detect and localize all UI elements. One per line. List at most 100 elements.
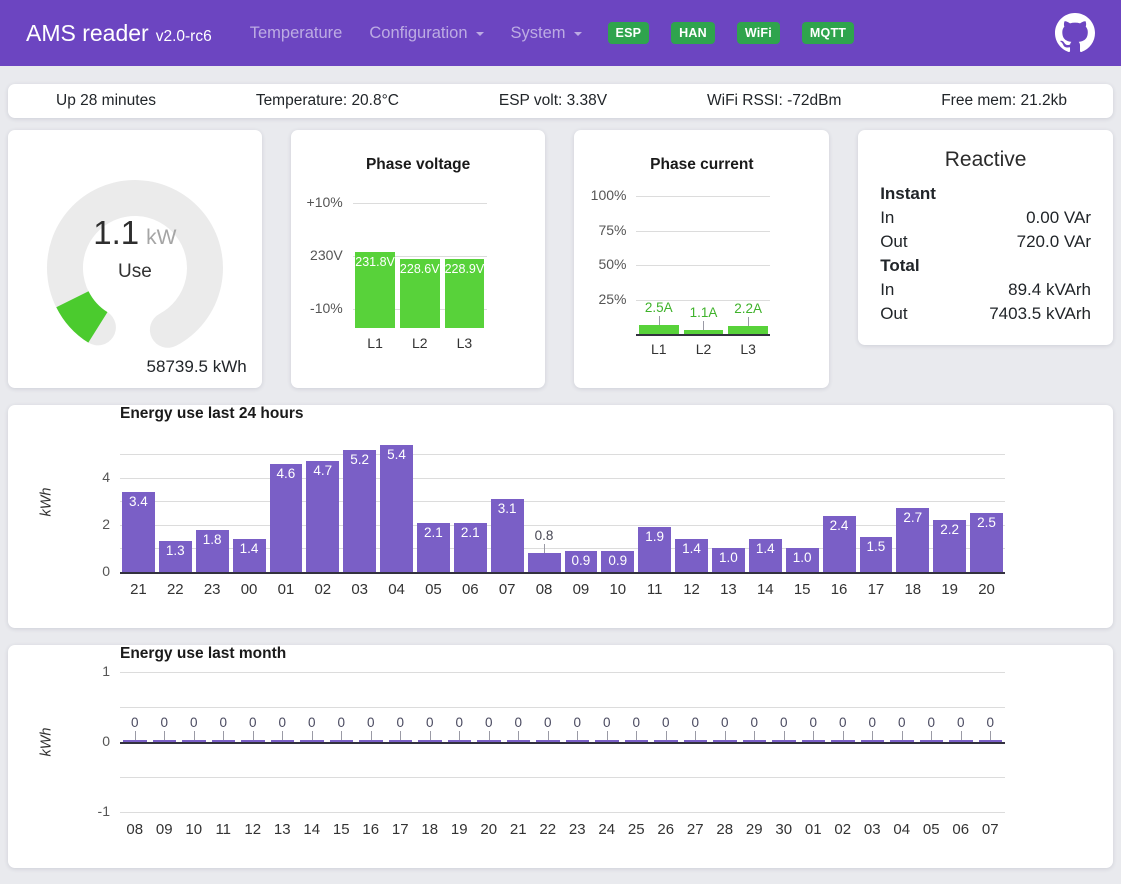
bar-slot: 228.9VL3	[442, 196, 487, 328]
label-connector	[607, 731, 608, 740]
bar-slot: 3.107	[489, 432, 526, 572]
reactive-section-instant: Instant	[880, 182, 936, 206]
bar-14: 1.4	[749, 539, 782, 572]
bar-slot: 2.520	[968, 432, 1005, 572]
bar-L3	[728, 326, 768, 334]
label-connector	[695, 731, 696, 740]
phase-voltage-title: Phase voltage	[291, 130, 546, 174]
energy-24h-card: Energy use last 24 hours 420kWh3.4211.32…	[8, 405, 1113, 628]
bar-22: 1.3	[159, 541, 192, 572]
bar-slot: 5.404	[378, 432, 415, 572]
energy-month-title: Energy use last month	[120, 645, 1113, 663]
nav-system[interactable]: System	[511, 24, 582, 43]
bar-value-label: 2.7	[892, 510, 933, 525]
temperature-text: Temperature: 20.8°C	[256, 92, 399, 110]
bar-value-label: 0	[964, 715, 1018, 730]
app-brand[interactable]: AMS reader v2.0-rc6	[26, 20, 212, 47]
reactive-row: Out 720.0 VAr	[880, 230, 1091, 254]
y-axis-label: kWh	[39, 488, 55, 517]
x-axis-line	[120, 572, 1005, 574]
y-axis-tick: 0	[66, 563, 110, 579]
bar-slot: 1.517	[858, 432, 895, 572]
bar-slot: 1.823	[194, 432, 231, 572]
github-link[interactable]	[1055, 13, 1095, 53]
power-unit: kW	[146, 226, 176, 249]
y-axis-tick: 50%	[582, 256, 626, 272]
label-connector	[725, 731, 726, 740]
bar-value-label: 231.8V	[351, 255, 399, 269]
bar-value-label: 1.4	[671, 541, 712, 556]
gridline	[120, 812, 1005, 813]
reactive-card: Reactive Instant In 0.00 VAr Out 720.0 V…	[858, 130, 1113, 345]
bar-slot: 5.203	[341, 432, 378, 572]
reactive-row: In 89.4 kVArh	[880, 278, 1091, 302]
label-connector	[253, 731, 254, 740]
x-axis-label: L3	[716, 341, 781, 357]
bar-value-label: 2.2A	[714, 301, 783, 316]
phase-current-chart: 100%75%50%25%2.5AL11.1AL22.2AL3	[574, 196, 829, 334]
esp-volt-text: ESP volt: 3.38V	[499, 92, 607, 110]
bar-15: 1.0	[786, 548, 819, 572]
bar-03: 5.2	[343, 450, 376, 572]
bar-slot: 1.015	[784, 432, 821, 572]
label-connector	[636, 731, 637, 740]
energy-24h-title: Energy use last 24 hours	[120, 405, 1113, 423]
y-axis-tick: 100%	[582, 187, 626, 203]
label-connector	[194, 731, 195, 740]
x-axis-label: 20	[958, 581, 1015, 598]
label-connector	[577, 731, 578, 740]
label-connector	[872, 731, 873, 740]
bar-value-label: 3.1	[487, 501, 528, 516]
label-connector	[843, 731, 844, 740]
bar-value-label: 4.6	[266, 466, 307, 481]
bar-value-label: 2.4	[819, 518, 860, 533]
bar-value-label: 0.9	[561, 553, 602, 568]
bar-11: 1.9	[638, 527, 671, 572]
bars-container: 2.5AL11.1AL22.2AL3	[636, 196, 770, 334]
bar-value-label: 1.3	[155, 543, 196, 558]
y-axis-tick: -1	[66, 803, 110, 819]
status-badge-mqtt: MQTT	[802, 22, 854, 44]
bar-12: 1.4	[675, 539, 708, 572]
label-connector	[489, 731, 490, 740]
bar-value-label: 1.0	[708, 550, 749, 565]
bar-L2: 228.6V	[400, 259, 440, 328]
bar-value-label: 2.1	[450, 525, 491, 540]
nav-configuration[interactable]: Configuration	[369, 24, 483, 43]
label-connector	[961, 731, 962, 740]
bar-01: 4.6	[270, 464, 303, 572]
reactive-out-label: Out	[880, 230, 907, 254]
bar-value-label: 1.8	[192, 532, 233, 547]
label-connector	[990, 731, 991, 740]
bars-container: 3.4211.3221.8231.4004.6014.7025.2035.404…	[120, 432, 1005, 572]
power-value: 1.1	[93, 214, 139, 251]
reactive-row: Out 7403.5 kVArh	[880, 302, 1091, 326]
label-connector	[282, 731, 283, 740]
reactive-total-out-label: Out	[880, 302, 907, 326]
bar-00: 1.4	[233, 539, 266, 572]
reactive-section-total: Total	[880, 254, 919, 278]
bar-slot: 1.322	[157, 432, 194, 572]
phase-current-card: Phase current 100%75%50%25%2.5AL11.1AL22…	[574, 130, 829, 388]
bar-slot: 3.421	[120, 432, 157, 572]
plot-area: +10%230V-10%231.8VL1228.6VL2228.9VL3	[353, 196, 487, 328]
bar-02: 4.7	[306, 461, 339, 572]
bar-slot: 0.909	[563, 432, 600, 572]
bar-04: 5.4	[380, 445, 413, 572]
gauge-mode-label: Use	[8, 261, 262, 283]
bar-slot: 0.910	[599, 432, 636, 572]
label-connector	[164, 731, 165, 740]
plot-area: 100%75%50%25%2.5AL11.1AL22.2AL3	[636, 196, 770, 334]
plot-area: 420kWh3.4211.3221.8231.4004.6014.7025.20…	[120, 432, 1005, 572]
bar-slot: 0.808	[526, 432, 563, 572]
total-energy-text: 58739.5 kWh	[147, 357, 247, 377]
nav-temperature[interactable]: Temperature	[250, 24, 343, 43]
status-badge-han: HAN	[671, 22, 715, 44]
energy-month-chart: 10-1kWh008009010011012013014015016017018…	[8, 672, 1113, 812]
label-connector	[430, 731, 431, 740]
x-axis-line	[120, 742, 1005, 744]
power-gauge-card: 1.1 kW Use 58739.5 kWh	[8, 130, 262, 388]
gauge-readout: 1.1 kW Use	[8, 214, 262, 283]
bar-17: 1.5	[860, 537, 893, 572]
phase-voltage-chart: +10%230V-10%231.8VL1228.6VL2228.9VL3	[291, 196, 546, 328]
